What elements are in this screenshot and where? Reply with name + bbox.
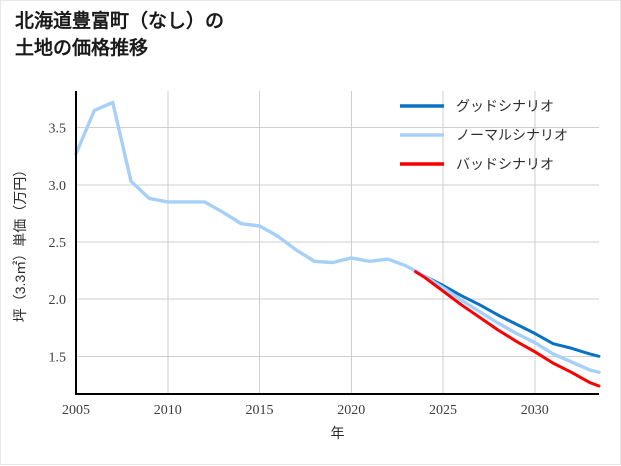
chart-title: 北海道豊富町（なし）の 土地の価格推移 bbox=[15, 11, 225, 59]
x-tick-label-2010: 2010 bbox=[154, 403, 182, 418]
x-axis-tick-labels: 2005 2010 2015 2020 2025 2030 bbox=[62, 403, 549, 418]
x-tick-label-2020: 2020 bbox=[337, 403, 365, 418]
x-tick-label-2005: 2005 bbox=[62, 403, 90, 418]
y-tick-label-3.5: 3.5 bbox=[49, 122, 67, 137]
y-axis-title: 坪（3.3㎡）単価（万円） bbox=[12, 163, 28, 322]
legend-label-ノーマルシナリオ: ノーマルシナリオ bbox=[456, 127, 568, 143]
legend-label-グッドシナリオ: グッドシナリオ bbox=[456, 98, 554, 114]
axis-spines-group bbox=[74, 91, 599, 396]
y-tick-label-1.5: 1.5 bbox=[49, 350, 67, 365]
y-tick-label-2.0: 2.0 bbox=[49, 293, 67, 308]
x-tick-label-2030: 2030 bbox=[521, 403, 549, 418]
y-tick-label-2.5: 2.5 bbox=[49, 236, 67, 251]
series-line-ノーマルシナリオ bbox=[74, 100, 601, 374]
y-tick-label-3.0: 3.0 bbox=[49, 179, 67, 194]
axis-titles: 年 坪（3.3㎡）単価（万円） bbox=[12, 163, 345, 441]
series-group bbox=[74, 100, 601, 388]
x-axis-title: 年 bbox=[331, 425, 345, 441]
series-line-バッドシナリオ bbox=[413, 270, 601, 388]
x-tick-label-2025: 2025 bbox=[429, 403, 457, 418]
legend-label-バッドシナリオ: バッドシナリオ bbox=[456, 156, 554, 172]
x-tick-label-2015: 2015 bbox=[246, 403, 274, 418]
y-axis-tick-labels: 1.5 2.0 2.5 3.0 3.5 bbox=[49, 122, 67, 366]
gridlines-group bbox=[75, 91, 599, 394]
